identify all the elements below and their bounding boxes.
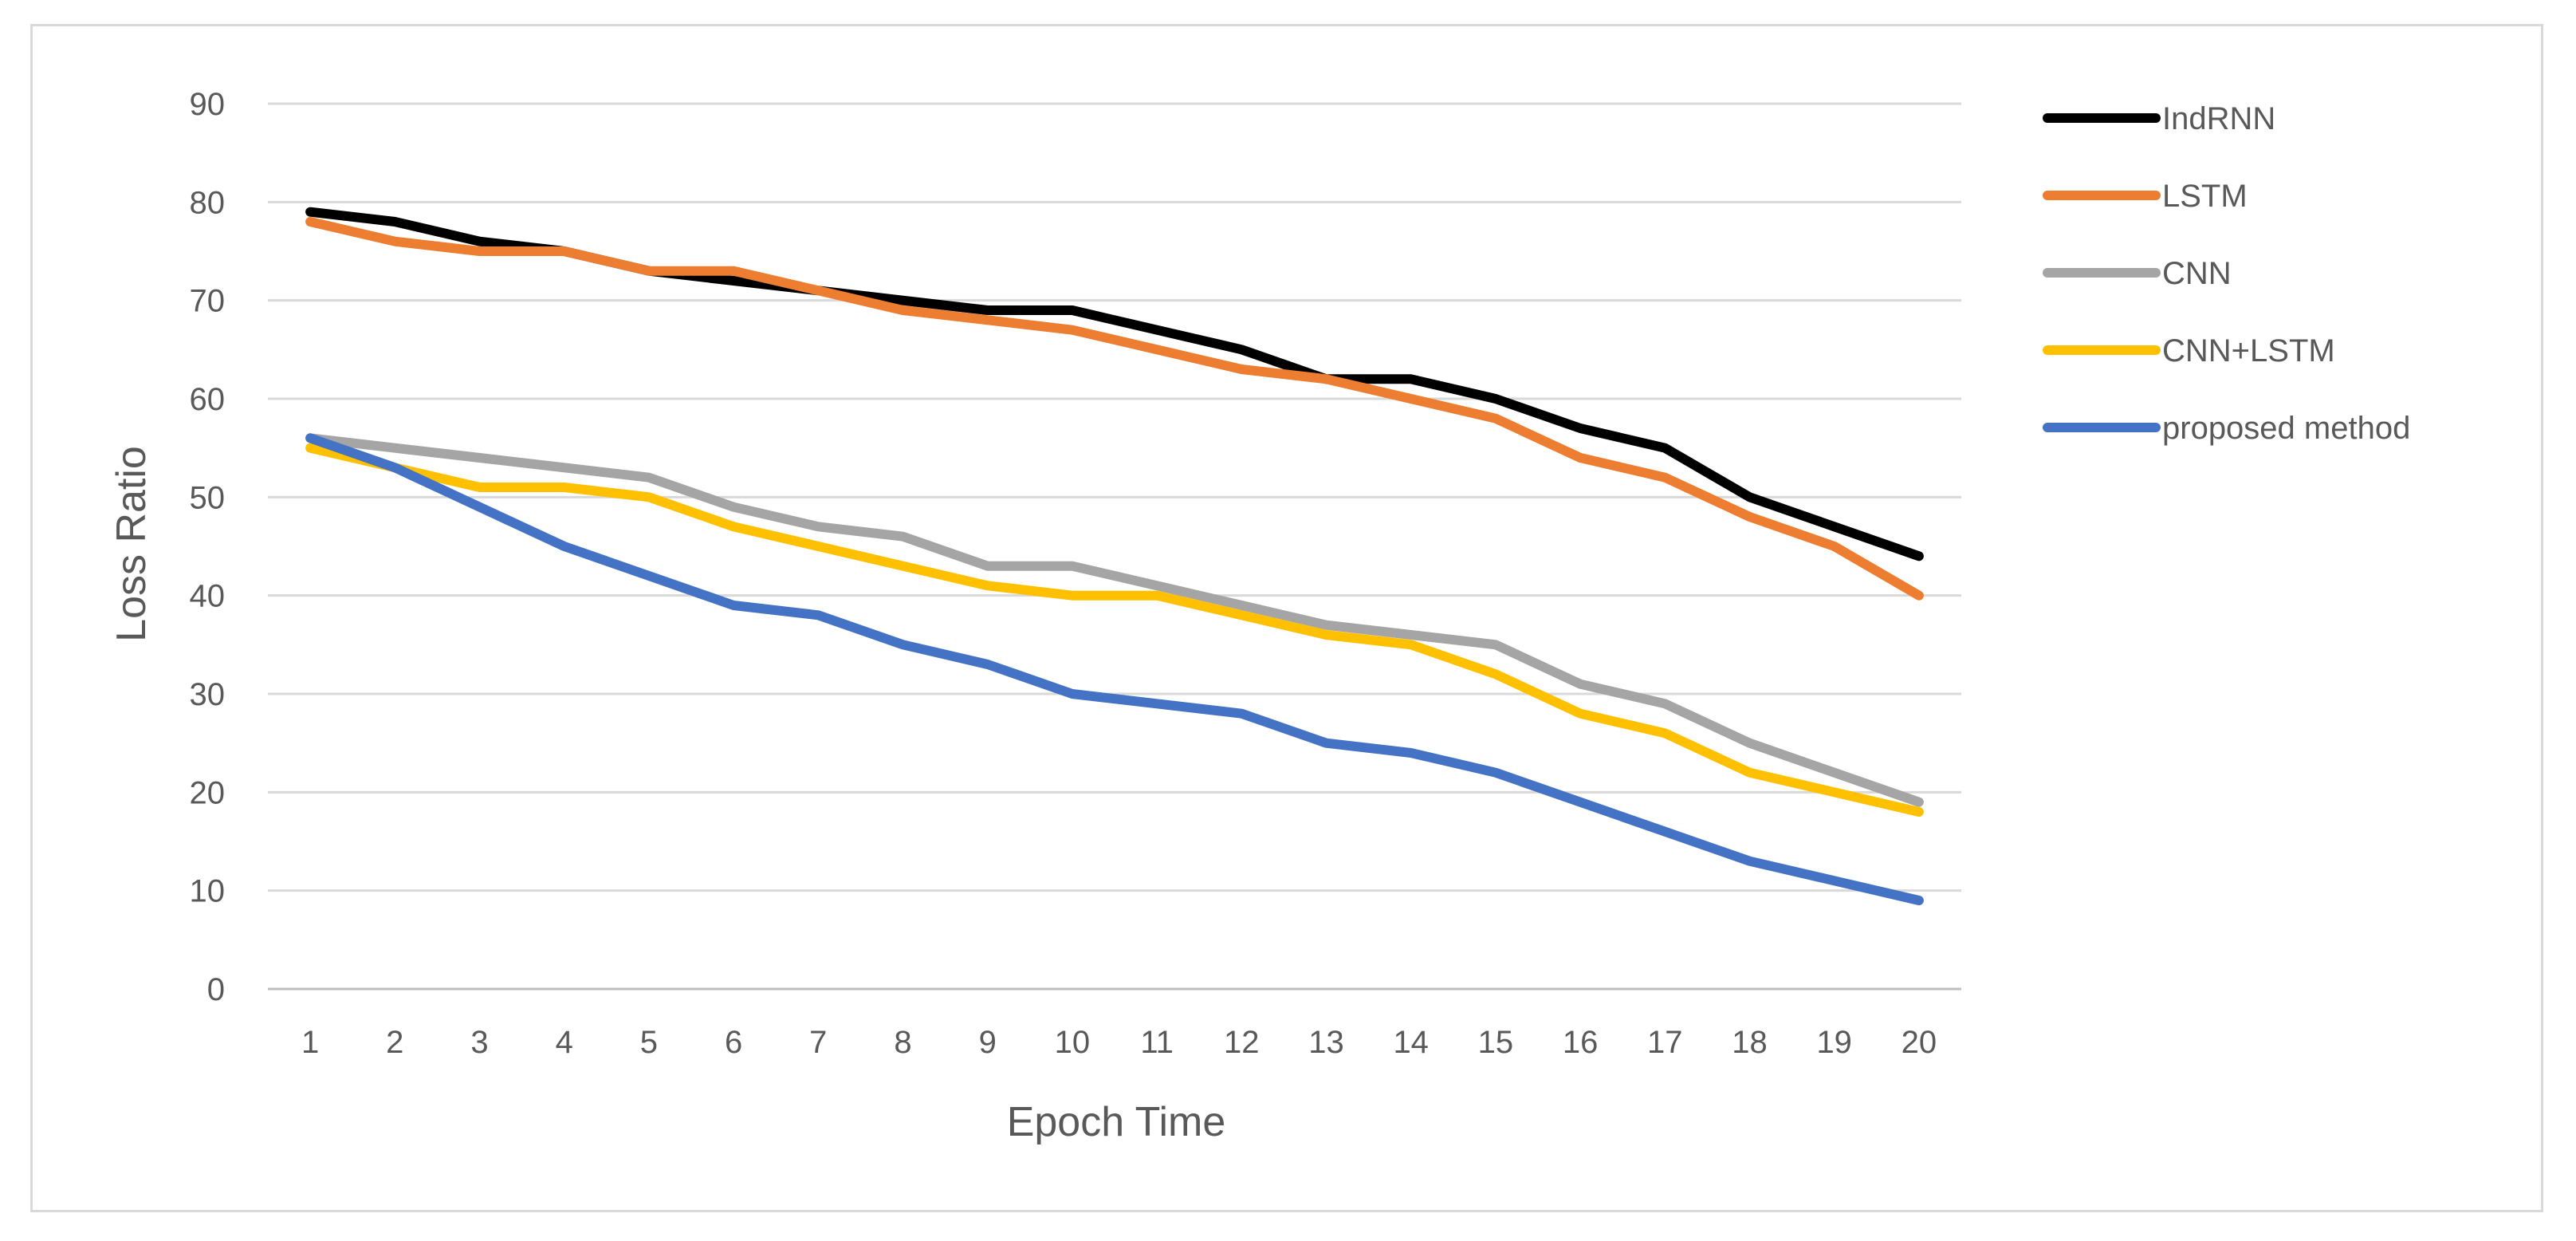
legend-item-cnn[interactable]: CNN	[2043, 256, 2232, 291]
legend-item-cnn-lstm[interactable]: CNN+LSTM	[2043, 333, 2335, 368]
series-line-proposed-method	[305, 433, 1924, 905]
legend-item-indrnn[interactable]: IndRNN	[2043, 101, 2275, 136]
series-line-lstm	[305, 217, 1924, 601]
legend-label: LSTM	[2162, 179, 2248, 214]
series-line-cnn	[305, 433, 1924, 807]
x-tick-label: 16	[1563, 1025, 1599, 1060]
x-axis-title: Epoch Time	[1007, 1099, 1226, 1145]
x-tick-label: 13	[1308, 1025, 1344, 1060]
x-tick-label: 4	[556, 1025, 573, 1060]
gridlines	[268, 102, 1961, 991]
x-tick-label: 7	[809, 1025, 827, 1060]
legend-label: proposed method	[2162, 411, 2410, 446]
x-tick-label: 5	[640, 1025, 658, 1060]
y-axis-ticks: 0 10 20 30 40 50 60 70 80 90	[190, 87, 226, 1007]
x-tick-label: 17	[1647, 1025, 1683, 1060]
x-tick-label: 3	[470, 1025, 488, 1060]
y-tick-label: 40	[190, 579, 226, 614]
x-tick-label: 12	[1224, 1025, 1260, 1060]
x-tick-label: 6	[725, 1025, 742, 1060]
y-axis-title: Loss Ratio	[108, 446, 155, 642]
x-tick-label: 18	[1732, 1025, 1768, 1060]
series-lines	[305, 207, 1924, 905]
legend-label: IndRNN	[2162, 101, 2275, 136]
y-tick-label: 70	[190, 284, 226, 319]
x-tick-label: 20	[1902, 1025, 1937, 1060]
legend-item-proposed-method[interactable]: proposed method	[2043, 411, 2410, 446]
series-line-cnn-lstm	[305, 443, 1924, 817]
x-tick-label: 15	[1478, 1025, 1514, 1060]
x-tick-label: 19	[1816, 1025, 1852, 1060]
y-tick-label: 20	[190, 775, 226, 810]
y-tick-label: 60	[190, 382, 226, 417]
x-tick-label: 10	[1055, 1025, 1091, 1060]
x-tick-label: 11	[1140, 1025, 1174, 1060]
x-tick-label: 8	[894, 1025, 911, 1060]
x-tick-label: 9	[979, 1025, 997, 1060]
y-tick-label: 90	[190, 87, 226, 122]
x-tick-label: 14	[1393, 1025, 1429, 1060]
legend-label: CNN	[2162, 256, 2232, 291]
legend[interactable]: IndRNN LSTM CNN CNN+LSTM proposed method	[2043, 101, 2410, 446]
y-tick-label: 10	[190, 874, 226, 909]
x-axis-ticks: 1 2 3 4 5 6 7 8 9 10 11 12 13 14 15 16 17 18 19 20	[301, 1025, 1937, 1060]
series-line-indrnn	[305, 207, 1924, 561]
x-tick-label: 2	[386, 1025, 403, 1060]
x-tick-label: 1	[301, 1025, 319, 1060]
legend-label: CNN+LSTM	[2162, 333, 2335, 368]
y-tick-label: 30	[190, 677, 226, 712]
y-tick-label: 50	[190, 480, 226, 515]
legend-item-lstm[interactable]: LSTM	[2043, 179, 2248, 214]
y-tick-label: 80	[190, 185, 226, 220]
y-tick-label: 0	[207, 972, 225, 1007]
